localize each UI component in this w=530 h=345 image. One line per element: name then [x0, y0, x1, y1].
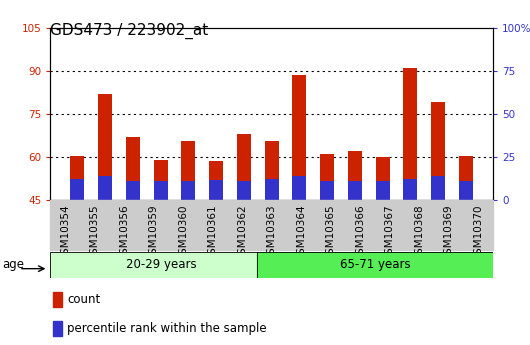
Bar: [257, 200, 286, 250]
Text: GSM10361: GSM10361: [208, 204, 218, 261]
Bar: [286, 200, 316, 250]
Bar: [376, 157, 390, 200]
Bar: [52, 292, 63, 307]
Text: GSM10369: GSM10369: [444, 204, 454, 261]
Text: GSM10370: GSM10370: [473, 204, 483, 260]
Text: 20-29 years: 20-29 years: [126, 258, 196, 271]
Bar: [257, 252, 493, 278]
Bar: [154, 160, 167, 200]
Bar: [237, 181, 251, 200]
Bar: [98, 94, 112, 200]
Text: GSM10356: GSM10356: [119, 204, 129, 261]
Bar: [154, 181, 167, 200]
Bar: [50, 200, 80, 250]
Text: GDS473 / 223902_at: GDS473 / 223902_at: [50, 22, 209, 39]
Bar: [434, 200, 463, 250]
Bar: [403, 68, 417, 200]
Bar: [375, 200, 404, 250]
Bar: [139, 200, 169, 250]
Bar: [126, 181, 140, 200]
Bar: [348, 151, 362, 200]
Bar: [431, 176, 445, 200]
Text: GSM10366: GSM10366: [355, 204, 365, 261]
Bar: [98, 176, 112, 200]
Bar: [80, 200, 109, 250]
Bar: [209, 180, 223, 200]
Bar: [237, 134, 251, 200]
Bar: [264, 141, 279, 200]
Text: GSM10364: GSM10364: [296, 204, 306, 261]
Text: GSM10362: GSM10362: [237, 204, 247, 261]
Bar: [181, 141, 196, 200]
Bar: [264, 179, 279, 200]
Text: age: age: [3, 258, 25, 272]
Bar: [376, 181, 390, 200]
Text: GSM10363: GSM10363: [267, 204, 277, 261]
Text: GSM10360: GSM10360: [178, 204, 188, 260]
Text: count: count: [67, 293, 100, 306]
Bar: [346, 200, 375, 250]
Text: GSM10368: GSM10368: [414, 204, 424, 261]
Bar: [293, 176, 306, 200]
Bar: [70, 156, 84, 200]
Bar: [50, 252, 257, 278]
Bar: [459, 156, 473, 200]
Text: GSM10354: GSM10354: [60, 204, 70, 261]
Text: GSM10355: GSM10355: [90, 204, 100, 261]
Bar: [431, 102, 445, 200]
Bar: [126, 137, 140, 200]
Bar: [463, 200, 493, 250]
Bar: [404, 200, 434, 250]
Bar: [181, 181, 196, 200]
Text: percentile rank within the sample: percentile rank within the sample: [67, 322, 267, 335]
Bar: [320, 154, 334, 200]
Bar: [52, 321, 63, 336]
Text: 65-71 years: 65-71 years: [340, 258, 410, 271]
Bar: [403, 179, 417, 200]
Text: GSM10365: GSM10365: [325, 204, 335, 261]
Bar: [348, 181, 362, 200]
Text: GSM10367: GSM10367: [385, 204, 395, 261]
Bar: [169, 200, 198, 250]
Bar: [109, 200, 139, 250]
Bar: [316, 200, 346, 250]
Bar: [70, 179, 84, 200]
Bar: [293, 75, 306, 200]
Bar: [227, 200, 257, 250]
Bar: [198, 200, 227, 250]
Bar: [320, 181, 334, 200]
Bar: [459, 181, 473, 200]
Text: GSM10359: GSM10359: [148, 204, 158, 261]
Bar: [209, 161, 223, 200]
